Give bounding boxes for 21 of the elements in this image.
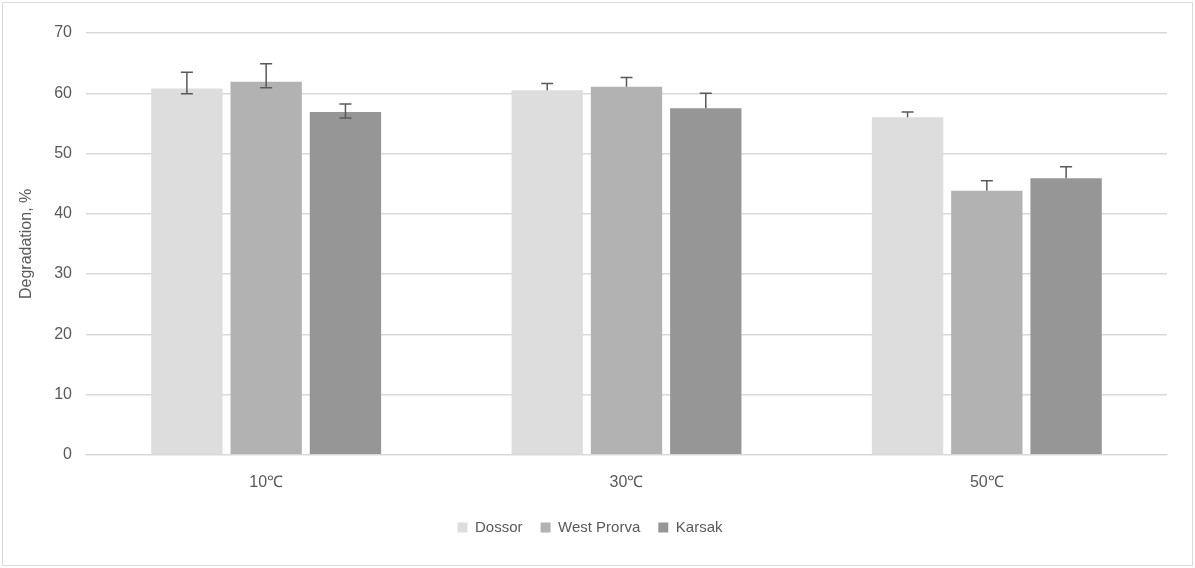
y-tick-label: 10 xyxy=(54,384,73,402)
bar xyxy=(309,111,382,455)
bar xyxy=(590,86,663,455)
x-tick-label: 50℃ xyxy=(969,472,1004,490)
bar xyxy=(230,81,302,455)
y-tick-label: 0 xyxy=(63,445,73,463)
y-tick-label: 20 xyxy=(54,324,73,342)
y-tick-label: 60 xyxy=(54,83,73,101)
x-tick-label: 10℃ xyxy=(249,472,284,490)
y-tick-label: 30 xyxy=(54,264,73,282)
bar xyxy=(1030,178,1102,455)
legend-label: Karsak xyxy=(675,517,723,535)
bar xyxy=(670,108,742,455)
legend-label: West Prorva xyxy=(558,517,641,535)
y-tick-label: 70 xyxy=(54,23,73,41)
bar xyxy=(951,190,1023,455)
legend-label: Dossor xyxy=(475,517,523,535)
y-tick-label: 40 xyxy=(54,204,73,222)
y-axis-title: Degradation, % xyxy=(17,188,35,300)
y-tick-label: 50 xyxy=(54,143,73,161)
x-tick-label: 30℃ xyxy=(609,472,644,490)
